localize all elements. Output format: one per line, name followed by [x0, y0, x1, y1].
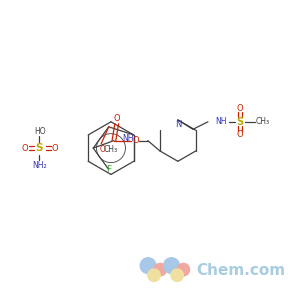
Text: HO: HO: [34, 127, 46, 136]
Text: O: O: [132, 136, 139, 145]
Circle shape: [177, 263, 190, 276]
Text: O: O: [113, 113, 120, 122]
Circle shape: [148, 269, 160, 281]
Text: CH₃: CH₃: [103, 145, 118, 154]
Circle shape: [154, 263, 167, 276]
Text: O: O: [237, 104, 243, 113]
Text: N: N: [175, 120, 181, 129]
Text: O: O: [99, 145, 105, 154]
Text: F: F: [106, 165, 112, 174]
Text: CH₃: CH₃: [255, 117, 269, 126]
Circle shape: [171, 269, 183, 281]
Text: NH: NH: [122, 134, 134, 143]
Circle shape: [140, 258, 156, 274]
Text: NH: NH: [215, 117, 227, 126]
Circle shape: [164, 258, 179, 274]
Text: O: O: [51, 144, 58, 153]
Text: O: O: [237, 130, 243, 140]
Text: S: S: [36, 143, 43, 153]
Text: O: O: [21, 144, 28, 153]
Text: Chem.com: Chem.com: [196, 263, 285, 278]
Text: S: S: [236, 117, 244, 127]
Text: NH₂: NH₂: [32, 160, 47, 169]
